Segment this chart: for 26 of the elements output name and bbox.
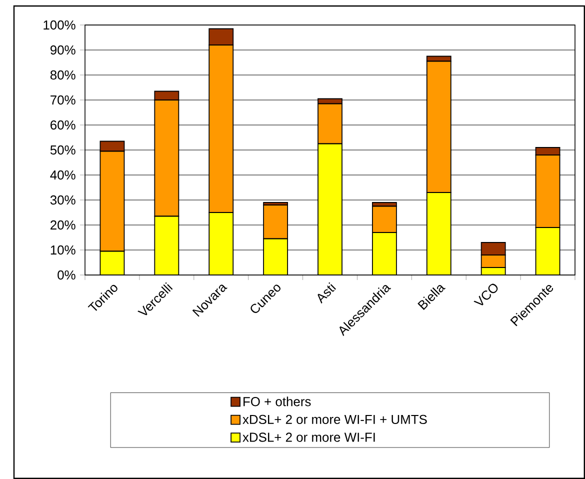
- bar: [535, 227, 560, 275]
- bar: [372, 206, 397, 233]
- legend-label: xDSL+ 2 or more WI-FI + UMTS: [242, 414, 427, 424]
- bar: [372, 232, 397, 275]
- bar: [154, 216, 180, 275]
- bar: [318, 143, 342, 275]
- bar: [426, 192, 452, 275]
- y-tick-label: 30%: [50, 195, 76, 205]
- y-tick-label: 90%: [50, 45, 76, 55]
- bar: [263, 238, 288, 275]
- x-tick-label: VCO: [474, 284, 498, 306]
- bar: [208, 212, 234, 275]
- y-tick-label: 80%: [50, 70, 76, 80]
- y-tick-label: 10%: [50, 245, 76, 255]
- bar: [263, 204, 288, 240]
- y-tick-label: 0%: [58, 270, 76, 280]
- y-tick-label: 70%: [50, 95, 76, 105]
- y-tick-label: 60%: [50, 120, 76, 130]
- y-tick-label: 20%: [50, 220, 76, 230]
- y-tick-label: 100%: [44, 20, 76, 30]
- y-tick-label: 50%: [50, 145, 76, 155]
- legend-label: FO + others: [244, 396, 311, 406]
- y-tick-label: 40%: [50, 170, 76, 180]
- x-tick-label: Asti: [318, 282, 336, 304]
- bar: [100, 250, 125, 275]
- legend-label: xDSL+ 2 or more WI-FI: [242, 432, 375, 442]
